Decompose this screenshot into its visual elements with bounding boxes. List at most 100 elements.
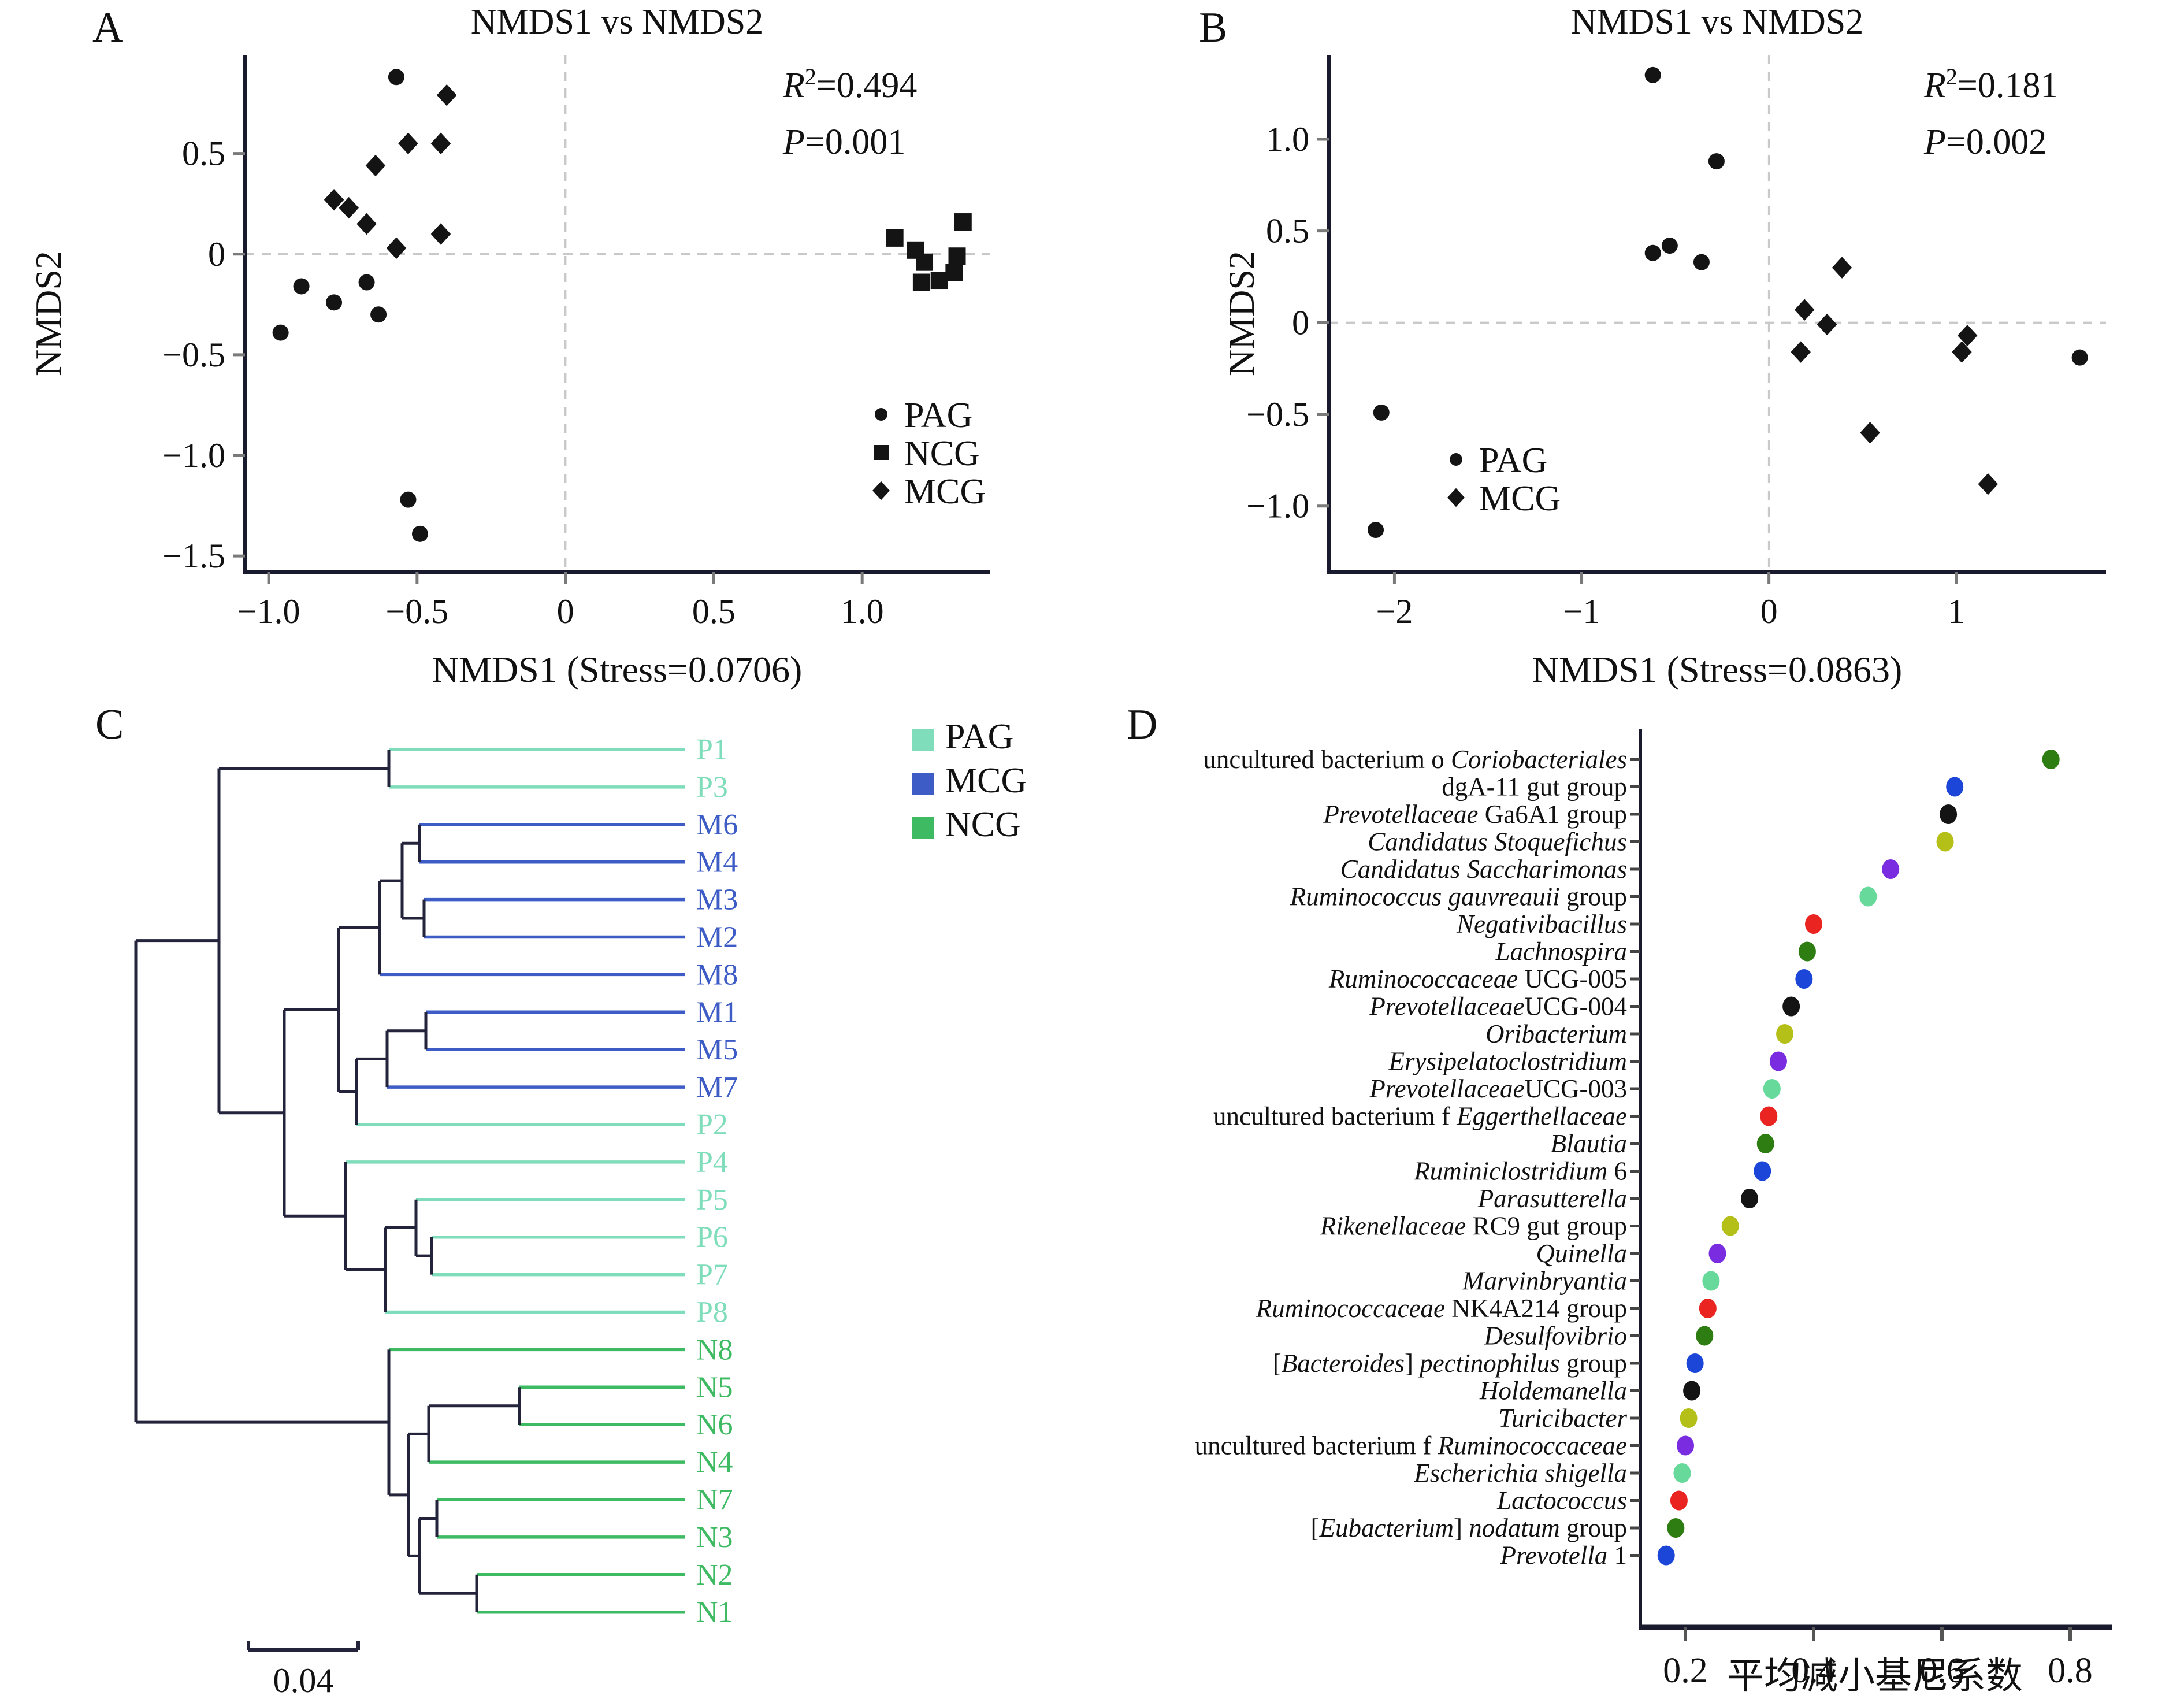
d-dot (1859, 886, 1877, 907)
point-PAG (293, 278, 310, 295)
dendro-leaf-label-P7: P7 (696, 1259, 728, 1292)
d-row-label: [Bacteroides] pectinophilus group (1273, 1349, 1627, 1378)
d-row-tick (1630, 977, 1640, 981)
d-dot (1741, 1189, 1758, 1208)
d-row-tick (1630, 1389, 1640, 1392)
scale-bar-label: 0.04 (273, 1661, 334, 1699)
d-row-label: Ruminococcus gauvreauii group (1290, 882, 1627, 911)
d-row-tick (1630, 895, 1640, 898)
d-row-label: dgA-11 gut group (1442, 773, 1627, 802)
dendro-leaf-label-M2: M2 (696, 921, 738, 954)
d-dot (1776, 1024, 1794, 1044)
x-axis-label: NMDS1 (Stress=0.0706) (432, 649, 803, 690)
d-dot (1946, 777, 1964, 797)
x-tick-label: 0 (557, 592, 574, 630)
d-row-tick (1630, 1526, 1640, 1530)
d-dot (1769, 1051, 1787, 1071)
p-value-text: P=0.002 (1923, 123, 2046, 162)
legend-label-MCG: MCG (904, 472, 986, 511)
x-axis-label: NMDS1 (Stress=0.0863) (1532, 649, 1903, 690)
d-dot (1805, 914, 1822, 934)
point-PAG (1693, 254, 1710, 270)
d-dot (1670, 1490, 1688, 1511)
d-row-label: Blautia (1551, 1129, 1628, 1158)
point-PAG (1661, 238, 1678, 254)
d-row-tick (1630, 922, 1640, 926)
y-tick-label: −1.0 (1246, 487, 1309, 525)
d-row-tick (1630, 1032, 1640, 1036)
d-row-tick (1630, 1005, 1640, 1008)
d-row-tick (1630, 1225, 1640, 1227)
d-row-tick (1630, 785, 1640, 788)
y-axis-label: NMDS2 (1221, 251, 1262, 376)
d-row-tick (1630, 813, 1640, 816)
panel-a-letter: A (92, 4, 124, 51)
legend-label-PAG: PAG (904, 396, 972, 435)
point-MCG (356, 213, 377, 235)
d-row-label: Parasutterella (1477, 1184, 1627, 1213)
x-tick-label: −2 (1376, 592, 1413, 630)
point-NCG (954, 213, 972, 231)
d-row-tick (1630, 1307, 1640, 1310)
d-row-tick (1630, 1115, 1640, 1118)
dendro-leaf-label-M8: M8 (696, 958, 738, 991)
point-PAG (1368, 522, 1384, 539)
d-dot (1795, 969, 1813, 989)
legend-label-MCG: MCG (1479, 479, 1561, 518)
dendro-leaf-label-P8: P8 (696, 1296, 728, 1329)
d-row-tick (1630, 1087, 1640, 1090)
r-squared-text: R2=0.494 (782, 64, 917, 105)
x-tick-label: 0 (1760, 592, 1778, 630)
d-dot (1782, 996, 1800, 1017)
legend-label-PAG: PAG (1479, 441, 1547, 480)
dendro-leaf-label-P6: P6 (696, 1221, 728, 1254)
d-dot (1940, 804, 1958, 824)
point-NCG (916, 253, 934, 271)
d-row-label: Candidatus Saccharimonas (1340, 855, 1627, 884)
d-row-label: Ruminiclostridium 6 (1413, 1157, 1627, 1186)
point-PAG (411, 525, 428, 542)
point-MCG (324, 188, 344, 211)
legend-marker-PAG (875, 408, 887, 421)
d-row-label: PrevotellaceaeUCG-003 (1369, 1074, 1627, 1103)
dendro-leaf-label-N2: N2 (696, 1559, 733, 1592)
plot-title: NMDS1 vs NMDS2 (471, 2, 763, 42)
point-MCG (430, 223, 451, 245)
d-dot (1798, 941, 1816, 962)
y-tick-label: 0.5 (182, 135, 225, 173)
x-tick-label: −1 (1563, 592, 1600, 630)
legend-label-PAG: PAG (945, 717, 1013, 756)
d-row-label: Quinella (1536, 1239, 1627, 1268)
d-row-label: uncultured bacterium o Coriobacteriales (1203, 745, 1627, 774)
d-row-label: uncultured bacterium f Eggerthellaceae (1213, 1102, 1627, 1131)
panel-b-letter: B (1199, 4, 1228, 51)
d-x-tick-label: 0.2 (1663, 1651, 1708, 1690)
d-dot (1696, 1326, 1714, 1346)
legend-label-NCG: NCG (945, 805, 1021, 844)
d-row-label: Candidatus Stoquefichus (1368, 828, 1627, 856)
dendro-leaf-label-P5: P5 (696, 1184, 728, 1216)
d-row-label: Marvinbryantia (1462, 1267, 1627, 1296)
y-tick-label: 0.5 (1266, 212, 1309, 250)
d-row-label: [Eubacterium] nodatum group (1311, 1513, 1627, 1542)
d-row-label: Oribacterium (1485, 1019, 1627, 1048)
d-row-label: Ruminococcaceae UCG-005 (1328, 965, 1627, 993)
d-dot (1936, 832, 1954, 852)
point-PAG (326, 294, 343, 311)
d-row-label: Negativibacillus (1456, 910, 1627, 938)
point-NCG (912, 273, 930, 291)
panel-c-letter: C (95, 701, 124, 748)
d-row-label: Desulfovibrio (1484, 1322, 1627, 1351)
d-row-tick (1630, 1170, 1640, 1173)
d-row-label: Lactococcus (1496, 1486, 1627, 1515)
p-value-text: P=0.001 (782, 123, 905, 162)
d-dot (1754, 1161, 1771, 1181)
legend-marker-MCG (1447, 488, 1465, 507)
legend-label-NCG: NCG (904, 434, 980, 473)
dendro-leaf-label-P4: P4 (696, 1146, 728, 1179)
dendro-leaf-label-P1: P1 (696, 733, 728, 766)
y-axis-label: NMDS2 (28, 251, 69, 376)
point-PAG (388, 69, 404, 86)
d-dot (1721, 1216, 1739, 1236)
